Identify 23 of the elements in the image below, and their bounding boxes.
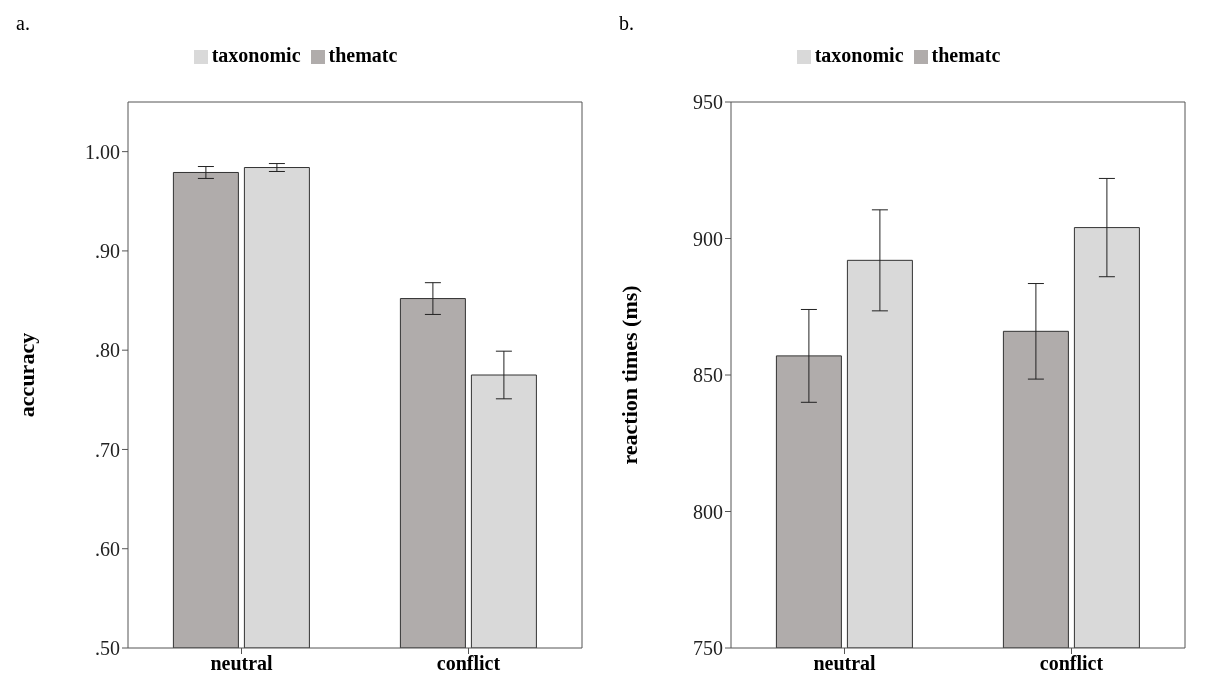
y-axis-title: reaction times (ms) (616, 285, 642, 465)
y-tick-label: 800 (693, 500, 723, 523)
x-tick-label: conflict (436, 652, 501, 675)
legend-label: taxonomic (814, 44, 904, 66)
y-tick-label: 1.00 (85, 140, 120, 163)
x-tick-label: conflict (1039, 652, 1104, 675)
y-tick-label: 750 (693, 637, 723, 660)
y-tick-label: 950 (693, 91, 723, 114)
y-axis-title: accuracy (13, 332, 39, 418)
y-tick-label: .90 (95, 240, 120, 263)
x-tick-label: neutral (813, 652, 877, 675)
y-tick-label: 850 (693, 364, 723, 387)
legend-label: taxonomic (211, 44, 301, 66)
chart-title: a. (16, 12, 30, 35)
legend-label: thematc (328, 44, 398, 66)
y-tick-label: .50 (95, 637, 120, 660)
x-tick-label: neutral (210, 652, 274, 675)
y-tick-label: 900 (693, 227, 723, 250)
y-tick-label: .60 (95, 537, 120, 560)
y-tick-label: .80 (95, 339, 120, 362)
chart-title: b. (619, 12, 634, 35)
legend-label: thematc (931, 44, 1001, 66)
y-tick-label: .70 (95, 438, 120, 461)
